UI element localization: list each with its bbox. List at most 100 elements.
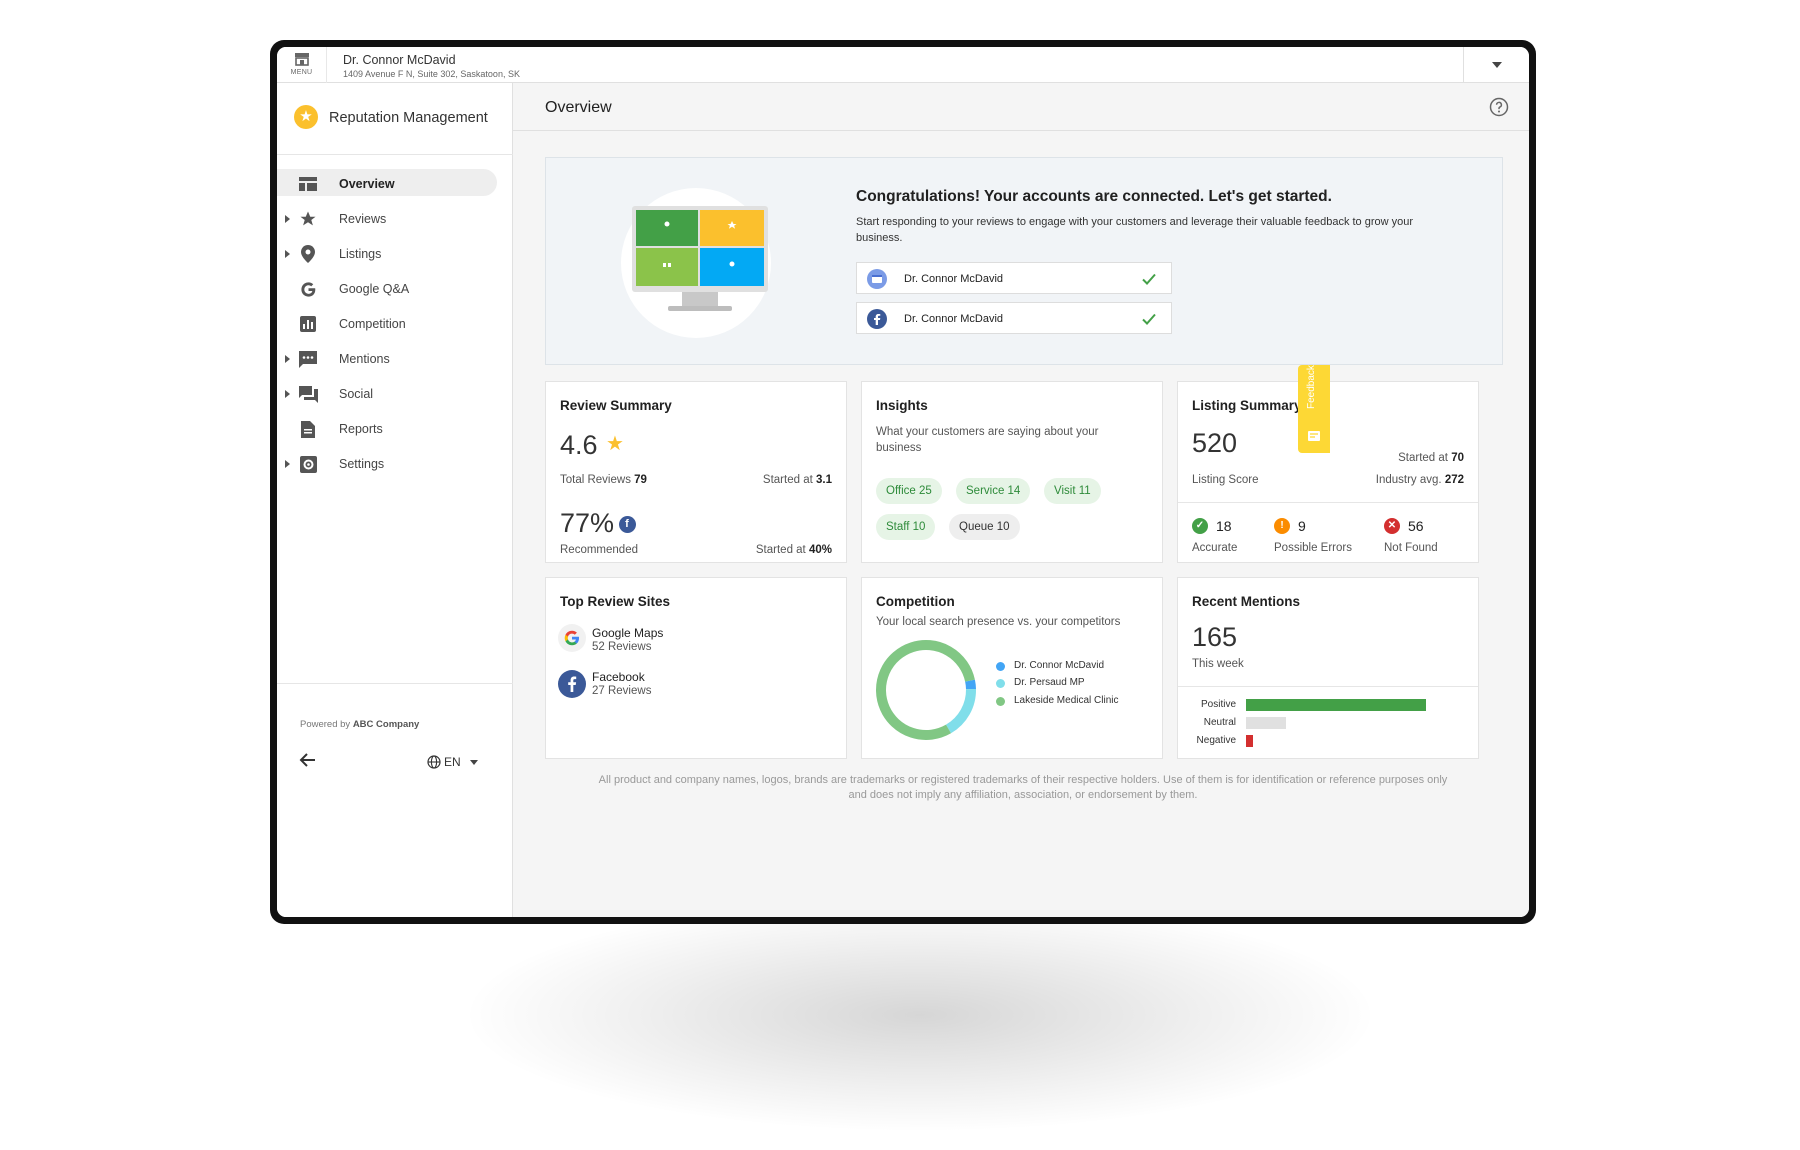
total-reviews-value: 79: [634, 474, 647, 486]
card-title: Review Summary: [560, 398, 672, 413]
sidebar-item-settings[interactable]: Settings: [277, 447, 513, 482]
overview-icon: [298, 174, 318, 194]
expand-arrow-icon[interactable]: [285, 355, 290, 363]
recommended-row: 77% f: [560, 508, 636, 539]
feedback-label: Feedback: [1306, 365, 1317, 409]
site-review-count: 52 Reviews: [592, 641, 652, 653]
page-header: Overview: [513, 83, 1529, 131]
mentions-bar-neutral: [1246, 717, 1286, 729]
account-name: Dr. Connor McDavid: [904, 313, 1004, 325]
started-value: 3.1: [816, 474, 832, 486]
donut-segment-3: [876, 640, 975, 740]
star-badge-icon: ★: [294, 105, 318, 129]
legend-label: Dr. Connor McDavid: [1014, 660, 1105, 671]
help-icon[interactable]: [1489, 97, 1509, 117]
review-summary-card[interactable]: Review Summary 4.6 ★ Total Reviews 79 St…: [545, 381, 847, 563]
bar-chart-icon: [298, 314, 318, 334]
competition-donut-chart: [876, 640, 976, 740]
insight-tag[interactable]: Queue 10: [949, 514, 1020, 540]
competition-card[interactable]: Competition Your local search presence v…: [861, 577, 1163, 759]
sidebar-item-social[interactable]: Social: [277, 377, 513, 412]
insight-tag[interactable]: Office 25: [876, 478, 942, 504]
total-reviews: Total Reviews 79: [560, 474, 647, 486]
sidebar-item-label: Google Q&A: [339, 282, 410, 296]
legend-dot: [996, 679, 1005, 688]
connected-account-facebook[interactable]: Dr. Connor McDavid: [856, 302, 1172, 334]
language-selector[interactable]: EN: [427, 755, 478, 769]
chevron-down-icon: [1491, 62, 1502, 68]
card-title: Insights: [876, 398, 928, 413]
sidebar-item-reviews[interactable]: Reviews: [277, 202, 513, 237]
menu-label: MENU: [290, 69, 313, 76]
warning-icon: !: [1274, 518, 1290, 534]
app-screen: MENU Dr. Connor McDavid 1409 Avenue F N,…: [277, 47, 1529, 917]
donut-segment-1: [965, 679, 976, 690]
facebook-icon: [558, 670, 586, 698]
sidebar-item-listings[interactable]: Listings: [277, 237, 513, 272]
listing-score-label: Listing Score: [1192, 474, 1259, 486]
site-name: Facebook: [592, 670, 645, 684]
check-icon: [1142, 273, 1156, 285]
feedback-icon: [1308, 431, 1320, 441]
sidebar-item-mentions[interactable]: Mentions: [277, 342, 513, 377]
google-icon: [558, 624, 586, 652]
recent-mentions-card[interactable]: Recent Mentions 165 This week Positive N…: [1177, 577, 1479, 759]
sidebar-item-google-qa[interactable]: Google Q&A: [277, 272, 513, 307]
page-title: Overview: [545, 99, 612, 116]
top-bar: MENU Dr. Connor McDavid 1409 Avenue F N,…: [277, 47, 1529, 83]
account-name: Dr. Connor McDavid: [904, 273, 1004, 285]
started-value: 40%: [808, 544, 832, 556]
divider: [277, 683, 513, 684]
google-g-icon: [298, 279, 318, 299]
powered-company: ABC Company: [352, 719, 420, 730]
bar-label: Positive: [1200, 699, 1236, 710]
expand-arrow-icon[interactable]: [285, 460, 290, 468]
sidebar-item-label: Listings: [339, 247, 382, 261]
divider: [1178, 502, 1478, 503]
not-found-count: 56: [1408, 518, 1424, 534]
started-label: Started at: [755, 544, 806, 556]
expand-arrow-icon[interactable]: [285, 250, 290, 258]
card-subtitle: What your customers are saying about you…: [876, 426, 1099, 454]
total-reviews-label: Total Reviews: [560, 474, 631, 486]
industry-value: 272: [1444, 474, 1464, 486]
card-title: Top Review Sites: [560, 594, 671, 609]
donut-segment-2: [945, 688, 976, 734]
menu-button[interactable]: MENU: [277, 47, 327, 83]
mentions-count: 165: [1192, 622, 1238, 652]
business-name[interactable]: Dr. Connor McDavid: [343, 53, 456, 67]
site-name: Google Maps: [592, 626, 664, 640]
trademark-disclaimer: All product and company names, logos, br…: [598, 774, 1448, 801]
sidebar-nav: Overview Reviews Listings: [277, 167, 513, 482]
sidebar-item-reports[interactable]: Reports: [277, 412, 513, 447]
mentions-bar-positive: [1246, 699, 1426, 711]
device-shadow: [470, 900, 1370, 1130]
legend-dot: [996, 697, 1005, 706]
chevron-down-icon: [469, 759, 478, 765]
insights-card[interactable]: Insights What your customers are saying …: [861, 381, 1163, 563]
mentions-period: This week: [1192, 658, 1244, 670]
back-arrow-icon[interactable]: [299, 751, 319, 771]
sidebar-item-overview[interactable]: Overview: [277, 167, 513, 202]
recommended-percent: 77%: [560, 508, 615, 538]
average-rating: 4.6: [560, 430, 598, 460]
monitor-illustration-icon: [632, 206, 768, 311]
storefront-icon: [294, 53, 309, 66]
insight-tag[interactable]: Visit 11: [1044, 478, 1101, 504]
powered-by: Powered by ABC Company: [300, 719, 419, 730]
sidebar-item-competition[interactable]: Competition: [277, 307, 513, 342]
business-dropdown[interactable]: [1463, 47, 1529, 83]
card-title: Recent Mentions: [1192, 594, 1301, 609]
connected-account-gmb[interactable]: Dr. Connor McDavid: [856, 262, 1172, 294]
expand-arrow-icon[interactable]: [285, 215, 290, 223]
main-content: Overview: [513, 83, 1529, 917]
insight-tag[interactable]: Staff 10: [876, 514, 936, 540]
insight-tag[interactable]: Service 14: [956, 478, 1031, 504]
industry-label: Industry avg.: [1375, 474, 1442, 486]
check-circle-icon: ✓: [1192, 518, 1208, 534]
industry-average: Industry avg. 272: [1376, 474, 1464, 486]
top-review-sites-card[interactable]: Top Review Sites Google Maps 52 Reviews …: [545, 577, 847, 759]
legend-label: Lakeside Medical Clinic: [1014, 695, 1119, 706]
expand-arrow-icon[interactable]: [285, 390, 290, 398]
feedback-tab[interactable]: Feedback: [1298, 365, 1330, 453]
